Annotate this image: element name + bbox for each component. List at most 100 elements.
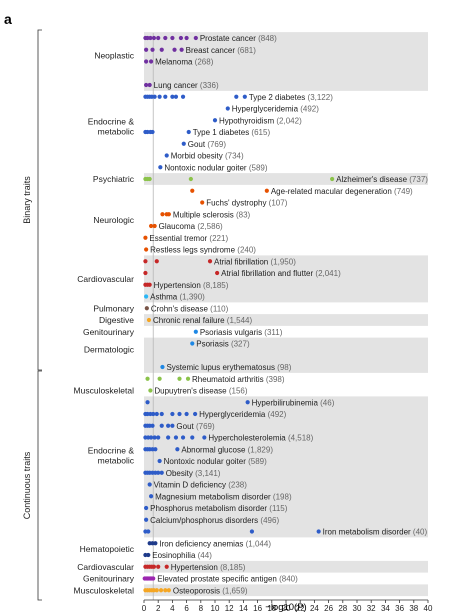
- trait-count: 40: [416, 528, 425, 537]
- x-tick-label: 32: [367, 604, 376, 613]
- trait-label: Phosphorus metabolism disorder (115): [150, 504, 288, 513]
- category-label: Genitourinary: [83, 327, 135, 337]
- trait-count: 4,518: [291, 434, 312, 443]
- data-point: [149, 435, 154, 440]
- category-band: [144, 584, 428, 597]
- trait-label: Age-related macular degeneration (749): [271, 187, 413, 196]
- x-tick-label: 14: [239, 604, 248, 613]
- data-point: [148, 388, 153, 393]
- data-point: [190, 341, 195, 346]
- trait-label: Hypertension (8,185): [171, 563, 246, 572]
- x-tick-label: 24: [310, 604, 319, 613]
- trait-count: 198: [276, 492, 290, 501]
- trait-name: Systemic lupus erythematosus: [166, 363, 275, 372]
- trait-label: Iron metabolism disorder (40): [323, 528, 428, 537]
- category-label: Psychiatric: [93, 174, 135, 184]
- trait-name: Dupuytren's disease: [154, 387, 227, 396]
- x-tick-label: 12: [225, 604, 234, 613]
- trait-name: Hypothyroidism: [219, 116, 274, 125]
- data-point: [170, 423, 175, 428]
- trait-name: Psoriasis: [196, 340, 228, 349]
- trait-label: Morbid obesity (734): [171, 152, 244, 161]
- category-label: Dermatologic: [84, 344, 135, 354]
- trait-name: Hypertension: [154, 281, 201, 290]
- trait-name: Abnormal glucose: [181, 445, 246, 454]
- trait-count: 734: [228, 152, 242, 161]
- trait-label: Essential tremor (221): [149, 234, 228, 243]
- trait-labels: Prostate cancer (848) Breast cancer (681)…: [149, 34, 428, 595]
- data-point: [157, 94, 162, 99]
- data-point: [154, 259, 159, 264]
- trait-label: Nontoxic nodular goiter (589): [164, 457, 268, 466]
- trait-count: 1,950: [273, 257, 294, 266]
- trait-count: 615: [254, 128, 268, 137]
- category-band: [144, 173, 428, 185]
- trait-name: Multiple sclerosis: [173, 210, 234, 219]
- trait-label: Crohn's disease (110): [151, 304, 229, 313]
- trait-count: 848: [261, 34, 275, 43]
- data-point: [144, 517, 149, 522]
- data-point: [164, 153, 169, 158]
- data-point: [180, 94, 186, 99]
- trait-label: Nontoxic nodular goiter (589): [164, 163, 268, 172]
- trait-count: 327: [234, 340, 248, 349]
- trait-label: Chronic renal failure (1,544): [153, 316, 253, 325]
- trait-name: Gout: [188, 140, 206, 149]
- trait-count: 268: [197, 58, 211, 67]
- panel-letter: a: [4, 11, 12, 27]
- data-point: [160, 364, 165, 370]
- trait-label: Hyperglyceridemia (492): [232, 105, 320, 114]
- x-tick-label: 34: [381, 604, 390, 613]
- data-point: [148, 35, 153, 41]
- trait-name: Essential tremor: [149, 234, 207, 243]
- data-point: [144, 47, 149, 52]
- data-point: [151, 411, 156, 417]
- data-point: [166, 212, 171, 217]
- category-band: [144, 314, 428, 326]
- trait-name: Breast cancer: [186, 46, 236, 55]
- trait-count: 8,185: [206, 281, 227, 290]
- category-label: Pulmonary: [93, 303, 134, 313]
- trait-name: Hypertension: [171, 563, 218, 572]
- data-point: [175, 447, 180, 452]
- trait-count: 8,185: [223, 563, 244, 572]
- category-label: Endocrine & metabolic: [88, 117, 135, 137]
- trait-label: Hyperglyceridemia (492): [199, 410, 287, 419]
- trait-count: 492: [270, 410, 284, 419]
- data-point: [179, 47, 184, 52]
- trait-count: 311: [267, 328, 280, 337]
- data-point: [170, 94, 175, 99]
- trait-count: 110: [213, 304, 226, 313]
- x-tick-label: 16: [253, 604, 262, 613]
- data-point: [190, 188, 195, 193]
- x-tick-label: 4: [170, 604, 175, 613]
- data-point: [143, 235, 148, 240]
- trait-count: 3,122: [310, 93, 331, 102]
- x-axis: 0 2 4 6 8 10 12 14 16 18 20 22 24 26 28 30 32 34 36 38 40: [142, 33, 433, 613]
- trait-count: 46: [323, 398, 332, 407]
- trait-count: 769: [210, 140, 224, 149]
- data-point: [147, 482, 152, 487]
- trait-label: Magnesium metabolism disorder (198): [155, 492, 292, 501]
- data-point: [184, 35, 189, 41]
- category-band: [144, 560, 428, 573]
- group-label: Continuous traits: [22, 451, 32, 519]
- trait-label: Abnormal glucose (1,829): [181, 445, 273, 454]
- trait-name: Vitamin D deficiency: [154, 481, 226, 490]
- trait-label: Type 1 diabetes (615): [193, 128, 271, 137]
- trait-label: Lung cancer (336): [154, 81, 219, 90]
- data-point: [159, 411, 164, 417]
- trait-count: 1,390: [182, 293, 203, 302]
- trait-name: Obesity: [166, 469, 193, 478]
- trait-name: Restless legs syndrome: [150, 246, 235, 255]
- x-tick-label: 36: [395, 604, 404, 613]
- trait-count: 1,829: [250, 445, 271, 454]
- x-tick-label: 20: [282, 604, 291, 613]
- trait-name: Hypercholesterolemia: [208, 434, 286, 443]
- x-tick-label: 18: [267, 604, 276, 613]
- x-tick-label: 8: [199, 604, 204, 613]
- trait-label: Type 2 diabetes (3,122): [249, 93, 333, 102]
- data-point: [163, 35, 168, 41]
- trait-label: Psoriasis (327): [196, 340, 250, 349]
